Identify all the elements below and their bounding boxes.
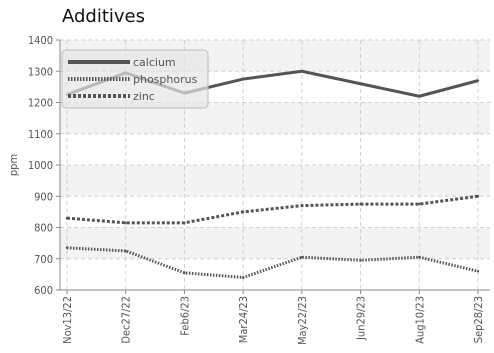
y-axis-label: ppm: [7, 154, 20, 176]
x-tick-label: Mar24/23: [237, 296, 250, 343]
legend-label-calcium: calcium: [133, 56, 176, 69]
axes: [59, 40, 490, 291]
legend-box: [61, 49, 209, 109]
y-tick-label: 800: [34, 222, 53, 235]
legend: calcium phosphorus zinc: [61, 49, 209, 109]
legend-label-zinc: zinc: [133, 90, 155, 103]
y-tick-label: 700: [34, 253, 53, 266]
y-tick-label: 1400: [28, 34, 53, 47]
x-tick-label: Sep28/23: [472, 296, 485, 343]
series-line-phosphorus: [66, 246, 479, 279]
data-point-zinc: [418, 202, 421, 206]
y-tick-label: 1100: [28, 128, 53, 141]
y-tick-labels: 600 700 800 900 1000 1100 1200 1300 1400: [28, 34, 53, 297]
data-point-zinc: [65, 216, 69, 220]
data-point-phosphorus: [241, 276, 245, 279]
y-tick-label: 600: [34, 284, 53, 297]
data-point-zinc: [124, 221, 127, 225]
data-point-phosphorus: [476, 270, 480, 273]
y-tick-label: 1300: [28, 65, 53, 78]
x-tick-label: Dec27/22: [120, 296, 133, 344]
data-point-calcium: [241, 77, 245, 81]
data-point-phosphorus: [300, 255, 304, 259]
data-point-phosphorus: [124, 249, 127, 253]
data-point-phosphorus: [359, 259, 362, 262]
data-point-calcium: [418, 95, 421, 98]
data-point-phosphorus: [183, 271, 186, 275]
data-point-phosphorus: [418, 255, 421, 259]
data-point-phosphorus: [65, 246, 69, 250]
legend-label-phosphorus: phosphorus: [133, 73, 198, 86]
data-point-zinc: [476, 195, 480, 198]
x-tick-label: Aug10/23: [413, 296, 426, 344]
series-line-zinc: [66, 194, 479, 225]
x-tick-label: Nov13/22: [61, 296, 74, 344]
plot-band: [60, 227, 490, 259]
y-tick-label: 1000: [28, 159, 53, 172]
data-point-calcium: [359, 82, 362, 85]
data-point-calcium: [300, 70, 304, 73]
data-point-zinc: [241, 210, 245, 214]
y-tick-label: 1200: [28, 97, 53, 110]
x-tick-label: May22/23: [296, 296, 309, 345]
chart-title: Additives: [62, 6, 146, 27]
x-tick-label: Jun29/23: [355, 296, 368, 341]
x-tick-labels: Nov13/22 Dec27/22 Feb6/23 Mar24/23 May22/23 J…: [61, 296, 485, 345]
data-point-zinc: [300, 204, 304, 207]
data-point-zinc: [359, 202, 362, 206]
data-point-calcium: [476, 79, 480, 82]
x-tick-label: Feb6/23: [178, 296, 191, 336]
y-tick-label: 900: [34, 190, 53, 203]
data-point-zinc: [183, 221, 186, 225]
plot-band: [60, 165, 490, 197]
